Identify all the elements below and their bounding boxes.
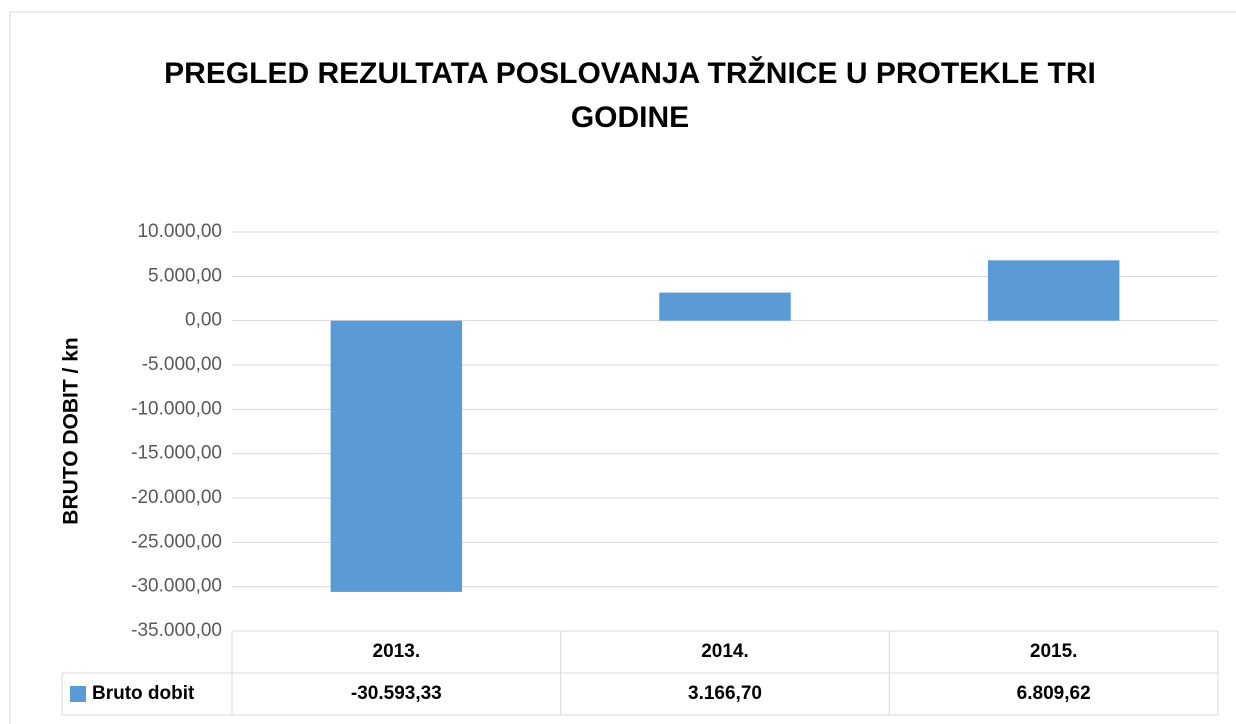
legend-label: Bruto dobit [92, 683, 195, 704]
y-tick-label: -10.000,00 [131, 398, 222, 419]
chart-title: PREGLED REZULTATA POSLOVANJA TRŽNICE U P… [164, 57, 1096, 134]
table-value: -30.593,33 [351, 683, 442, 704]
y-tick-label: -20.000,00 [131, 487, 222, 508]
bar [987, 260, 1120, 321]
table-value: 3.166,70 [688, 683, 762, 704]
y-tick-label: 0,00 [185, 310, 222, 331]
bar [659, 292, 791, 321]
x-tick-label: 2015. [1030, 641, 1078, 662]
y-tick-label: -25.000,00 [131, 531, 222, 552]
y-tick-label: -35.000,00 [131, 620, 222, 641]
y-tick-label: -15.000,00 [131, 443, 222, 464]
table-value: 6.809,62 [1017, 683, 1091, 704]
x-tick-label: 2014. [701, 641, 749, 662]
chart-border [9, 11, 1236, 724]
y-tick-label: 5.000,00 [148, 265, 222, 286]
legend-swatch [70, 686, 86, 702]
y-tick-label: 10.000,00 [137, 221, 222, 242]
x-tick-label: 2013. [373, 641, 421, 662]
bar [330, 320, 463, 592]
y-axis-label: BRUTO DOBIT / kn [60, 337, 83, 524]
y-tick-label: -30.000,00 [131, 576, 222, 597]
y-tick-label: -5.000,00 [142, 354, 222, 375]
